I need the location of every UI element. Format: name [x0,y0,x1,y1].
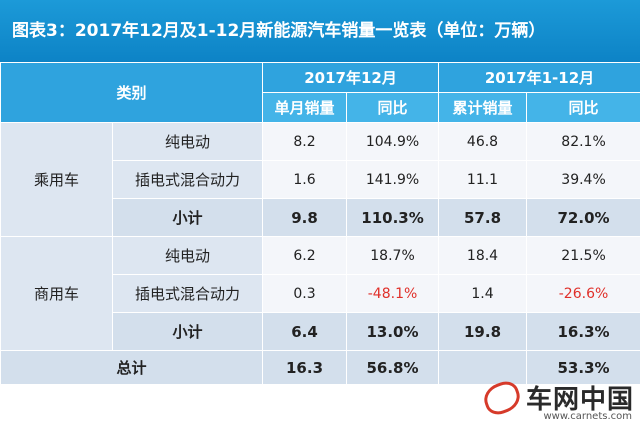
row-type: 纯电动 [111,236,264,275]
header-category: 类别 [0,62,264,123]
cell-monthly: 0.3 [262,274,348,313]
subtotal-label: 小计 [111,312,264,351]
cell-cumulative: 11.1 [438,160,528,199]
table-title: 图表3：2017年12月及1-12月新能源汽车销量一览表（单位：万辆） [0,0,640,62]
cell-yoy-monthly: 13.0% [346,312,440,351]
row-type: 插电式混合动力 [111,274,264,313]
header-monthly-sales: 单月销量 [262,92,348,123]
cell-monthly: 8.2 [262,122,348,161]
cell-cumulative [438,350,528,385]
header-period-year: 2017年1-12月 [438,62,640,93]
cell-yoy-cumulative: 21.5% [526,236,640,275]
category-passenger: 乘用车 [0,122,113,237]
subtotal-label: 小计 [111,198,264,237]
logo-icon [479,377,525,418]
header-period-dec: 2017年12月 [262,62,440,93]
cell-yoy-cumulative-negative: -26.6% [526,274,640,313]
cell-yoy-cumulative: 72.0% [526,198,640,237]
row-type: 插电式混合动力 [111,160,264,199]
cell-monthly: 6.2 [262,236,348,275]
cell-yoy-cumulative: 53.3% [526,350,640,385]
cell-cumulative: 18.4 [438,236,528,275]
header-yoy-cumulative: 同比 [526,92,640,123]
cell-yoy-monthly: 110.3% [346,198,440,237]
cell-monthly: 6.4 [262,312,348,351]
cell-yoy-monthly: 56.8% [346,350,440,385]
cell-cumulative: 46.8 [438,122,528,161]
cell-cumulative: 19.8 [438,312,528,351]
cell-yoy-cumulative: 16.3% [526,312,640,351]
cell-yoy-monthly-negative: -48.1% [346,274,440,313]
cell-yoy-monthly: 104.9% [346,122,440,161]
cell-yoy-cumulative: 39.4% [526,160,640,199]
cell-cumulative: 1.4 [438,274,528,313]
sales-table: 类别 2017年12月 2017年1-12月 单月销量 同比 累计销量 同比 乘… [0,62,640,385]
watermark-text: 车网中国 [525,385,634,415]
cell-yoy-cumulative: 82.1% [526,122,640,161]
cell-monthly: 16.3 [262,350,348,385]
cell-yoy-monthly: 141.9% [346,160,440,199]
cell-monthly: 9.8 [262,198,348,237]
category-commercial: 商用车 [0,236,113,351]
watermark-url: www.carnets.com [543,411,632,422]
cell-yoy-monthly: 18.7% [346,236,440,275]
cell-cumulative: 57.8 [438,198,528,237]
cell-monthly: 1.6 [262,160,348,199]
watermark: 车网中国 [479,377,634,418]
header-yoy-monthly: 同比 [346,92,440,123]
row-type: 纯电动 [111,122,264,161]
total-label: 总计 [0,350,264,385]
header-cumulative-sales: 累计销量 [438,92,528,123]
